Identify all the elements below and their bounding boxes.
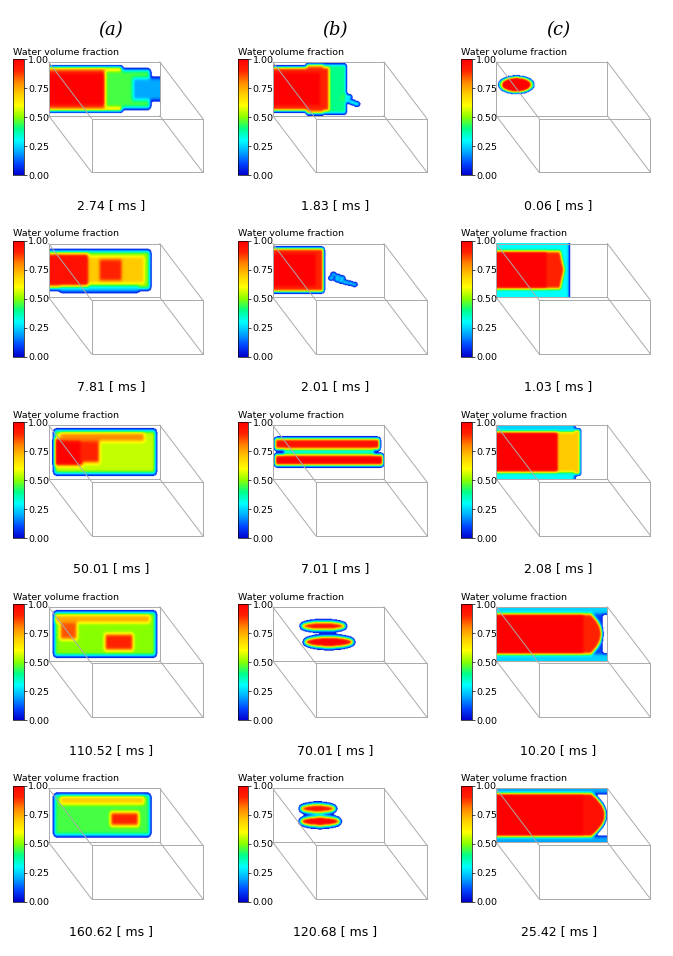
Text: 0.06 [ ms ]: 0.06 [ ms ] <box>524 199 593 212</box>
Text: 25.42 [ ms ]: 25.42 [ ms ] <box>520 925 597 939</box>
Text: Water volume fraction: Water volume fraction <box>13 229 120 238</box>
Text: Water volume fraction: Water volume fraction <box>461 774 567 783</box>
Text: (b): (b) <box>322 21 348 39</box>
Text: 2.01 [ ms ]: 2.01 [ ms ] <box>301 380 369 394</box>
Text: 2.74 [ ms ]: 2.74 [ ms ] <box>77 199 145 212</box>
Text: Water volume fraction: Water volume fraction <box>238 411 344 420</box>
Text: Water volume fraction: Water volume fraction <box>238 229 344 238</box>
Text: 7.81 [ ms ]: 7.81 [ ms ] <box>77 380 145 394</box>
Text: 110.52 [ ms ]: 110.52 [ ms ] <box>69 744 153 757</box>
Text: Water volume fraction: Water volume fraction <box>13 593 120 601</box>
Text: (c): (c) <box>546 21 571 39</box>
Text: 2.08 [ ms ]: 2.08 [ ms ] <box>524 562 593 576</box>
Text: 50.01 [ ms ]: 50.01 [ ms ] <box>73 562 149 576</box>
Text: Water volume fraction: Water volume fraction <box>13 48 120 56</box>
Text: 70.01 [ ms ]: 70.01 [ ms ] <box>297 744 374 757</box>
Text: 10.20 [ ms ]: 10.20 [ ms ] <box>520 744 597 757</box>
Text: Water volume fraction: Water volume fraction <box>461 593 567 601</box>
Text: 1.03 [ ms ]: 1.03 [ ms ] <box>524 380 593 394</box>
Text: Water volume fraction: Water volume fraction <box>238 48 344 56</box>
Text: Water volume fraction: Water volume fraction <box>461 229 567 238</box>
Text: 7.01 [ ms ]: 7.01 [ ms ] <box>301 562 369 576</box>
Text: 1.83 [ ms ]: 1.83 [ ms ] <box>301 199 369 212</box>
Text: Water volume fraction: Water volume fraction <box>238 593 344 601</box>
Text: Water volume fraction: Water volume fraction <box>13 411 120 420</box>
Text: 160.62 [ ms ]: 160.62 [ ms ] <box>69 925 153 939</box>
Text: 120.68 [ ms ]: 120.68 [ ms ] <box>293 925 377 939</box>
Text: (a): (a) <box>99 21 123 39</box>
Text: Water volume fraction: Water volume fraction <box>238 774 344 783</box>
Text: Water volume fraction: Water volume fraction <box>461 48 567 56</box>
Text: Water volume fraction: Water volume fraction <box>461 411 567 420</box>
Text: Water volume fraction: Water volume fraction <box>13 774 120 783</box>
